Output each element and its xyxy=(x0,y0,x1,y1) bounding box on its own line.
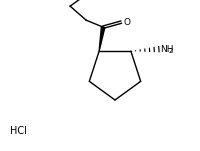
Text: HCl: HCl xyxy=(10,126,27,136)
Text: NH: NH xyxy=(159,45,173,54)
Text: O: O xyxy=(123,18,129,27)
Text: 2: 2 xyxy=(168,48,172,54)
Polygon shape xyxy=(99,27,104,51)
